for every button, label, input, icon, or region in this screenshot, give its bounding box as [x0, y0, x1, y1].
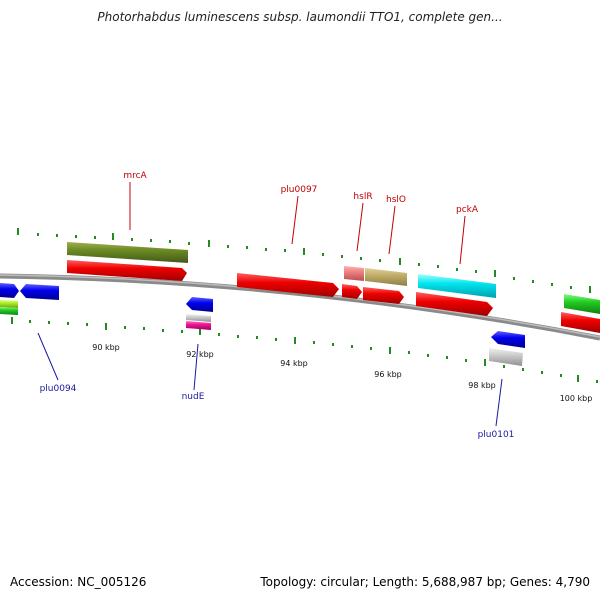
tick-label: 90 kbp: [92, 343, 120, 352]
label-plu0101[interactable]: plu0101: [478, 430, 515, 440]
gene-plu0097[interactable]: [237, 273, 339, 297]
label-pckA[interactable]: pckA: [456, 205, 479, 215]
leader-plu0097: [291, 195, 299, 245]
gene-pckA-cds[interactable]: [416, 292, 493, 316]
map-title: Photorhabdus luminescens subsp. laumondi…: [97, 10, 503, 24]
gene-right-red[interactable]: [561, 312, 600, 333]
gene-nudE-magenta[interactable]: [186, 321, 211, 330]
gene-left-green[interactable]: [0, 307, 18, 315]
gene-mrcA[interactable]: [67, 242, 188, 263]
gene-plu0101[interactable]: [491, 331, 525, 348]
tick-label: 98 kbp: [468, 381, 496, 390]
leader-plu0101: [495, 378, 503, 427]
leader-nudE: [193, 343, 199, 391]
label-hslO[interactable]: hslO: [386, 195, 406, 205]
gene-left-blue-a[interactable]: [0, 283, 19, 298]
gene-pckA[interactable]: [418, 274, 496, 298]
gene-right-green[interactable]: [564, 294, 600, 314]
leader-hslR: [356, 202, 364, 252]
gene-hslO[interactable]: [365, 268, 407, 286]
label-hslR[interactable]: hslR: [353, 192, 372, 202]
gene-nudE[interactable]: [186, 297, 213, 312]
topology-info-text: Topology: circular; Length: 5,688,987 bp…: [260, 575, 590, 589]
tick-label: 94 kbp: [280, 359, 308, 368]
tick-label: 96 kbp: [374, 370, 402, 379]
tick-label: 100 kbp: [560, 394, 593, 403]
gene-hslO-cds[interactable]: [363, 287, 404, 304]
leader-pckA: [459, 215, 466, 265]
leader-hslO: [388, 205, 396, 255]
accession-text: Accession: NC_005126: [10, 575, 147, 589]
gene-left-yellowgreen[interactable]: [0, 300, 18, 308]
outer-tick-ring: [17, 228, 591, 293]
tick-label: 92 kbp: [186, 350, 214, 359]
leader-plu0094: [37, 332, 59, 381]
gene-mrcA-cds[interactable]: [67, 260, 187, 281]
gene-hslR-cds[interactable]: [342, 284, 362, 299]
gene-plu0094[interactable]: [20, 284, 59, 300]
label-mrcA[interactable]: mrcA: [123, 171, 147, 181]
label-plu0097[interactable]: plu0097: [281, 185, 318, 195]
gene-plu0101-gray[interactable]: [489, 348, 523, 366]
gene-nudE-gray[interactable]: [186, 314, 211, 322]
label-nudE[interactable]: nudE: [182, 392, 205, 402]
inner-tick-ring: [11, 317, 598, 383]
gene-hslR[interactable]: [344, 266, 364, 281]
label-plu0094[interactable]: plu0094: [40, 384, 77, 394]
